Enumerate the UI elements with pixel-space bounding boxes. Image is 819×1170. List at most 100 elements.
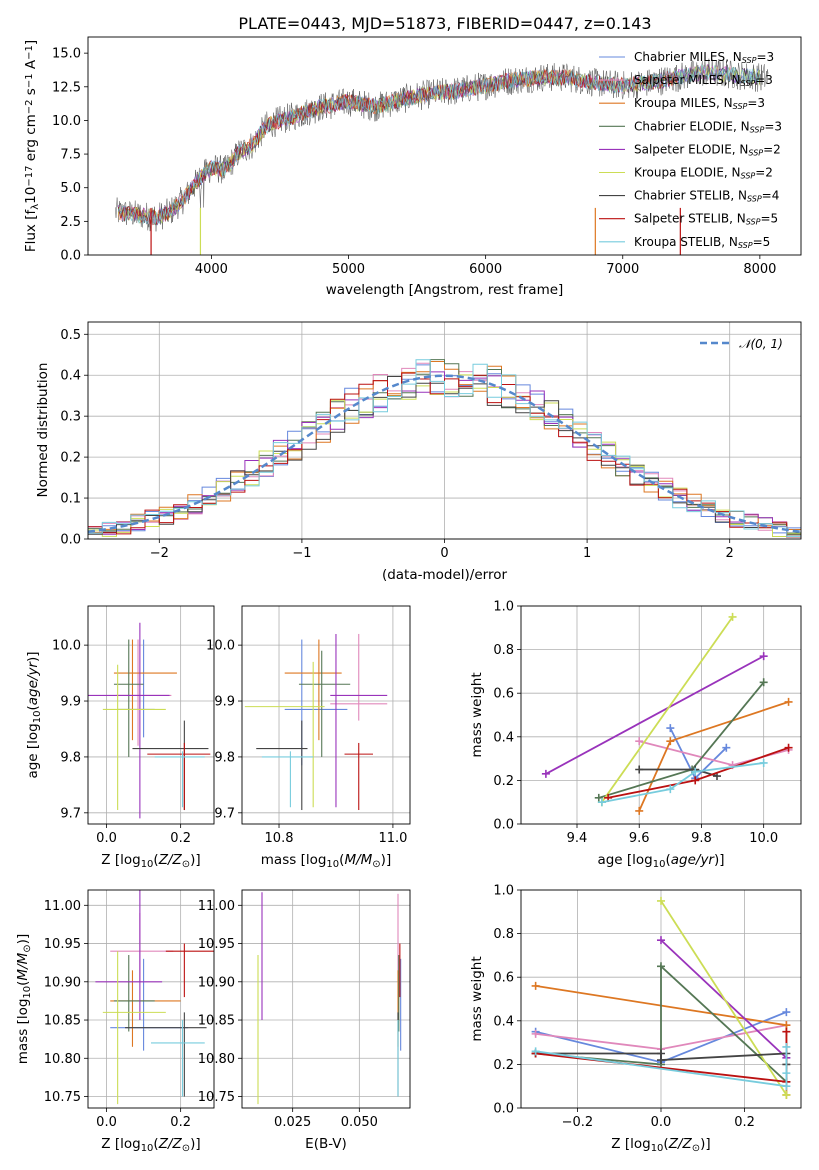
panel-mass-vs-ebv: 0.025 0.050 10.75 10.80 10.85 10.90 10.95 11.00…	[198, 889, 411, 1152]
weight-marker	[594, 793, 603, 802]
y-tick-label: 10.85	[44, 1014, 81, 1029]
x-tick-label: 2	[726, 546, 734, 561]
x-tick-label: −1	[292, 546, 311, 561]
y-tick-label: 10.80	[44, 1052, 81, 1067]
y-tick-label: 1.0	[493, 600, 514, 615]
legend-label: Kroupa ELODIE, NSSP=2	[634, 166, 773, 181]
y-tick-label: 15.0	[52, 47, 81, 62]
weight-marker	[657, 1056, 665, 1065]
y-tick-label: 0.8	[493, 643, 514, 658]
model-line-kroupa-stelib	[117, 64, 761, 225]
axes-frame	[241, 889, 411, 1109]
x-tick-label: 0.025	[274, 1115, 311, 1130]
plot-area-age-vs-mass	[244, 633, 388, 811]
x-tick-label: 6000	[469, 262, 502, 277]
y-tick-label: 0.8	[493, 927, 514, 942]
y-tick-label: 9.7	[214, 806, 235, 821]
panel-spectrum: 4000 5000 6000 7000 8000 0.0 2.5 5.0 7.5 10.0 12.5…	[23, 36, 802, 298]
weight-marker	[597, 798, 606, 807]
weight-marker	[666, 785, 675, 794]
y-tick-label: 9.9	[214, 695, 235, 710]
plot-area-weight-vs-age	[541, 612, 793, 815]
weight-marker	[531, 981, 540, 990]
weight-marker	[759, 758, 768, 767]
x-axis-label: (data-model)/error	[382, 567, 508, 583]
axes-frame	[241, 605, 411, 825]
axes-frame	[87, 889, 215, 1109]
weight-line	[535, 964, 788, 1083]
y-tick-label: 12.5	[52, 80, 81, 95]
x-tick-label: 9.4	[567, 831, 588, 846]
y-tick-label: 10.85	[198, 1014, 235, 1029]
y-tick-label: 10.90	[44, 975, 81, 990]
x-tick-label: 0.0	[96, 831, 117, 846]
x-axis-label: Z [log10(Z/Z⊙)]	[101, 852, 200, 870]
figure-title: PLATE=0443, MJD=51873, FIBERID=0447, z=0…	[238, 14, 651, 33]
y-tick-label: 10.95	[198, 937, 235, 952]
weight-marker	[782, 1008, 791, 1017]
y-tick-label: 0.2	[493, 774, 514, 789]
y-tick-label: 10.75	[44, 1090, 81, 1105]
y-tick-label: 10.0	[52, 639, 81, 654]
y-tick-label: 9.8	[214, 750, 235, 765]
weight-line	[545, 655, 765, 775]
plot-area-mass-vs-ebv	[257, 892, 402, 1105]
panel-age-vs-mass: 10.8 11.0 9.7 9.8 9.9 10.0 mass [log10(M/M⊙)]	[206, 605, 411, 870]
weight-marker	[657, 962, 665, 971]
legend-label: Chabrier ELODIE, NSSP=3	[634, 119, 782, 134]
y-tick-label: 11.00	[44, 899, 81, 914]
x-axis-label: wavelength [Angstrom, rest frame]	[326, 282, 564, 298]
legend-label: Kroupa MILES, NSSP=3	[634, 96, 765, 111]
y-tick-label: 0.6	[493, 687, 514, 702]
weight-marker	[782, 1090, 791, 1099]
panel-weight-vs-age: 9.4 9.6 9.8 10.0 0.0 0.2 0.4 0.6 0.8 1.0 age [log1…	[469, 600, 802, 870]
y-tick-label: 10.0	[206, 639, 235, 654]
x-tick-label: 0.2	[170, 1115, 191, 1130]
weight-marker	[691, 767, 700, 776]
y-tick-label: 10.95	[44, 937, 81, 952]
axes-frame	[520, 605, 802, 825]
x-tick-label: 11.0	[378, 831, 407, 846]
weight-marker	[759, 652, 768, 661]
weight-marker	[782, 1082, 791, 1091]
weight-marker	[657, 936, 665, 945]
weight-marker	[635, 765, 644, 774]
x-tick-label: 0.0	[651, 1115, 672, 1130]
plot-area-residuals	[87, 359, 802, 538]
weight-marker	[782, 1069, 791, 1078]
y-tick-label: 10.75	[198, 1090, 235, 1105]
weight-marker	[782, 1027, 791, 1036]
gaussian-curve	[87, 374, 802, 534]
weight-marker	[784, 697, 793, 706]
x-tick-label: −0.2	[562, 1115, 594, 1130]
y-tick-label: 5.0	[60, 181, 81, 196]
weight-marker	[666, 737, 675, 746]
x-tick-label: 0.2	[734, 1115, 755, 1130]
y-tick-label: 11.00	[198, 899, 235, 914]
x-tick-label: 7000	[606, 262, 639, 277]
x-tick-label: −2	[150, 546, 169, 561]
panel-weight-vs-Z: −0.2 0.0 0.2 0.0 0.2 0.4 0.6 0.8 1.0 Z [log10(Z/Z…	[469, 884, 802, 1154]
legend-label: Kroupa STELIB, NSSP=5	[634, 235, 770, 250]
y-tick-label: 9.7	[60, 806, 81, 821]
y-axis-label: age [log10(age/yr)]	[25, 651, 43, 778]
y-axis-label: mass [log10(M/M⊙)]	[15, 934, 33, 1064]
weight-marker	[784, 743, 793, 752]
y-axis-label: mass weight	[469, 672, 485, 757]
x-tick-label: 4000	[195, 262, 228, 277]
y-tick-label: 7.5	[60, 148, 81, 163]
y-tick-label: 10.90	[198, 975, 235, 990]
y-tick-label: 0.0	[60, 533, 81, 548]
weight-marker	[635, 737, 644, 746]
weight-line	[535, 1047, 788, 1088]
y-tick-label: 0.2	[493, 1058, 514, 1073]
y-tick-label: 0.4	[60, 369, 81, 384]
model-line-kroupa-miles	[117, 68, 596, 225]
weight-line	[601, 762, 764, 804]
x-axis-label: Z [log10(Z/Z⊙)]	[611, 1136, 710, 1154]
axes-frame	[87, 605, 215, 825]
axes-frame	[87, 36, 802, 256]
x-tick-label: 10.0	[749, 831, 778, 846]
y-axis-label: mass weight	[469, 956, 485, 1041]
